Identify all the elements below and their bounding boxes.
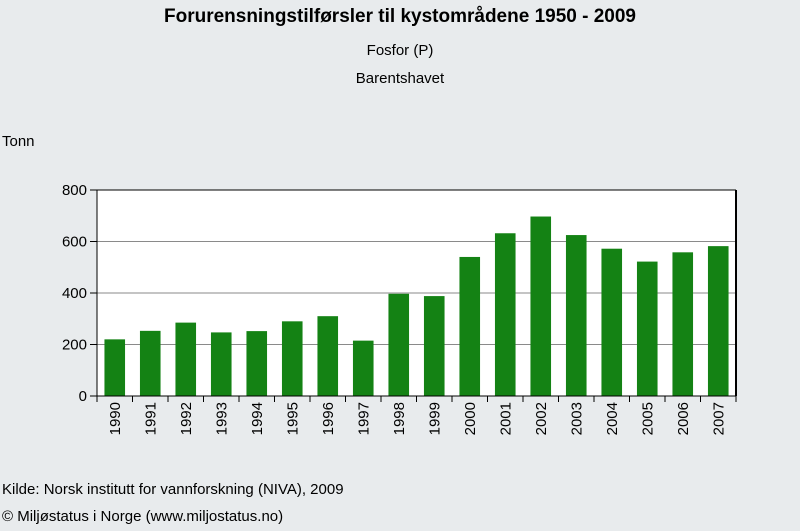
x-tick-label: 1997 — [355, 402, 372, 435]
bar — [707, 246, 729, 396]
bar — [281, 321, 303, 396]
bar — [104, 339, 126, 396]
bar — [530, 216, 552, 396]
chart-title: Forurensningstilførsler til kystområdene… — [163, 6, 636, 27]
source-note: Kilde: Norsk institutt for vannforskning… — [2, 481, 344, 498]
x-tick-label: 2002 — [533, 402, 550, 435]
x-tick-label: 2001 — [497, 402, 514, 435]
x-tick-label: 1993 — [213, 402, 230, 435]
bar — [388, 293, 410, 396]
bar — [423, 296, 445, 396]
bar — [317, 316, 339, 396]
x-tick-label: 2003 — [568, 402, 585, 435]
bar-chart: 0 200 400 600 800 1990 1991 1992 1993 1994 1995 199… — [62, 182, 737, 435]
x-tick-label: 1992 — [178, 402, 195, 435]
bar — [352, 340, 374, 396]
x-tick-label: 1994 — [249, 402, 266, 435]
y-axis-label: Tonn — [2, 133, 35, 150]
bar — [601, 248, 623, 396]
bar — [636, 261, 658, 396]
x-tick-label: 1996 — [320, 402, 337, 435]
y-tick-label: 800 — [62, 182, 87, 199]
bar — [565, 235, 587, 396]
bar — [139, 330, 161, 396]
bar — [459, 256, 481, 396]
x-tick-label: 2006 — [675, 402, 692, 435]
x-tick-label: 1990 — [107, 402, 124, 435]
x-tick-label: 1991 — [142, 402, 159, 435]
bar — [175, 322, 197, 396]
x-tick-label: 2005 — [639, 402, 656, 435]
x-tick-label: 1999 — [426, 402, 443, 435]
y-tick-label: 0 — [79, 388, 87, 405]
x-tick-label: 2004 — [604, 402, 621, 435]
bar — [210, 332, 232, 396]
x-tick-label: 1995 — [284, 402, 301, 435]
bar — [246, 331, 268, 396]
chart-subtitle: Fosfor (P) — [366, 42, 434, 59]
bar — [672, 252, 694, 396]
y-tick-label: 200 — [62, 337, 87, 354]
chart-subtitle-region: Barentshavet — [355, 70, 445, 87]
x-tick-label: 1998 — [391, 402, 408, 435]
x-tick-label: 2007 — [710, 402, 727, 435]
y-tick-label: 400 — [62, 285, 87, 302]
bar — [494, 233, 516, 396]
copyright-note: © Miljøstatus i Norge (www.miljostatus.n… — [2, 508, 284, 525]
y-tick-label: 600 — [62, 234, 87, 251]
x-tick-label: 2000 — [462, 402, 479, 435]
